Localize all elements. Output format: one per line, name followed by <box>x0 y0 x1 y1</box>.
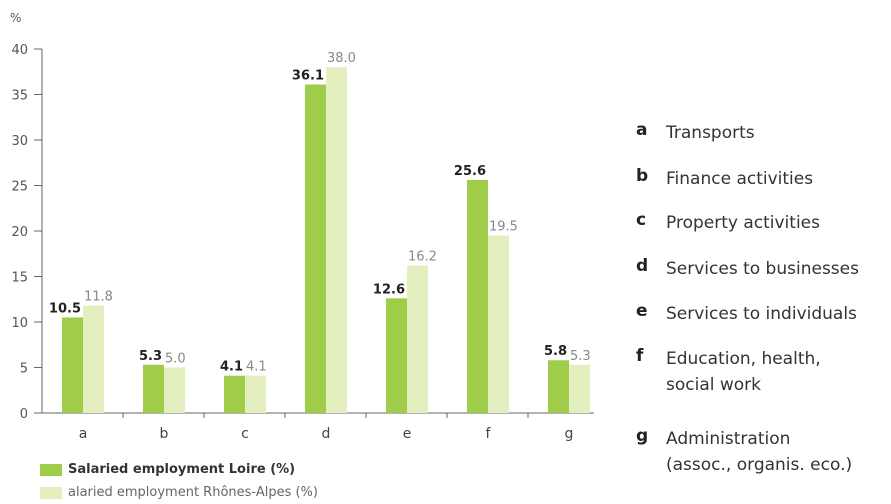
bar-rhone-alpes-b <box>164 367 185 413</box>
key-letter: g <box>636 426 649 446</box>
key-letter: e <box>636 301 648 321</box>
value-label-loire-a: 10.5 <box>49 301 81 316</box>
y-tick-label: 20 <box>11 225 28 240</box>
bar-rhone-alpes-f <box>488 235 509 413</box>
x-axis-categories: a b c d e f g <box>79 413 574 442</box>
value-label-rhone-alpes-f: 19.5 <box>489 220 518 235</box>
key-item-c: c Property activities <box>636 210 820 236</box>
value-label-rhone-alpes-c: 4.1 <box>246 360 267 375</box>
key-letter: d <box>636 256 649 276</box>
key-item-e: e Services to individuals <box>636 301 857 327</box>
key-item-g: g Administration (assoc., organis. eco.) <box>636 426 852 478</box>
key-text-line1: Administration <box>666 429 791 449</box>
value-label-rhone-alpes-e: 16.2 <box>408 250 437 265</box>
legend-label-rhone-alpes: alaried employment Rhônes-Alpes (%) <box>68 485 318 500</box>
value-label-rhone-alpes-b: 5.0 <box>165 352 186 367</box>
y-tick-label: 30 <box>11 134 28 149</box>
key-letter: f <box>636 346 644 366</box>
y-tick-label: 0 <box>20 407 28 422</box>
value-label-loire-d: 36.1 <box>292 68 324 83</box>
legend-item-rhone-alpes: alaried employment Rhônes-Alpes (%) <box>40 485 318 500</box>
key-text-line2: social work <box>666 375 762 395</box>
value-label-loire-g: 5.8 <box>544 344 567 359</box>
key-text-line1: Education, health, <box>666 349 821 369</box>
bar-rhone-alpes-g <box>569 364 590 413</box>
y-tick-label: 10 <box>11 316 28 331</box>
value-label-loire-c: 4.1 <box>220 360 243 375</box>
x-category-label-c: c <box>241 426 249 442</box>
key-text: Property activities <box>666 213 820 233</box>
key-text: Education, health, social work <box>666 346 821 398</box>
x-category-label-e: e <box>403 426 412 442</box>
bar-loire-a <box>62 317 83 413</box>
key-text-line2: (assoc., organis. eco.) <box>666 455 853 475</box>
x-category-label-b: b <box>160 426 169 442</box>
key-text: Transports <box>666 123 755 143</box>
y-axis-ticks: 0 5 10 15 20 25 30 35 40 <box>11 43 42 422</box>
bar-rhone-alpes-d <box>326 67 347 413</box>
legend-swatch-rhone-alpes <box>40 486 62 499</box>
bar-loire-g <box>548 360 569 413</box>
y-tick-label: 40 <box>11 43 28 58</box>
bar-rhone-alpes-a <box>83 305 104 413</box>
legend-label-loire: Salaried employment Loire (%) <box>68 462 296 477</box>
key-letter: c <box>636 210 647 230</box>
key-letter: b <box>636 166 649 186</box>
y-tick-label: 15 <box>11 271 28 286</box>
key-text: Services to businesses <box>666 259 859 279</box>
x-category-label-g: g <box>565 426 574 442</box>
value-label-rhone-alpes-d: 38.0 <box>327 51 356 66</box>
bar-loire-c <box>224 375 245 413</box>
value-label-loire-e: 12.6 <box>373 282 405 297</box>
x-category-label-a: a <box>79 426 88 442</box>
bar-loire-e <box>386 298 407 413</box>
y-tick-label: 25 <box>11 180 28 195</box>
bar-rhone-alpes-c <box>245 375 266 413</box>
legend-item-loire: Salaried employment Loire (%) <box>40 462 295 477</box>
key-text: Administration (assoc., organis. eco.) <box>666 426 852 478</box>
bar-rhone-alpes-e <box>407 265 428 413</box>
y-unit-label: % <box>10 11 21 25</box>
bar-loire-d <box>305 84 326 414</box>
key-text: Finance activities <box>666 169 814 189</box>
key-letter: a <box>636 120 648 140</box>
x-category-label-f: f <box>486 426 492 442</box>
key-item-a: a Transports <box>636 120 755 146</box>
key-text: Services to individuals <box>666 304 857 324</box>
bars-group: 10.511.85.3 5.04.1 4.136.138.012.616.225.6… <box>49 51 591 414</box>
key-item-f: f Education, health, social work <box>636 346 821 398</box>
y-tick-label: 35 <box>11 89 28 104</box>
key-item-d: d Services to businesses <box>636 256 859 282</box>
value-label-loire-f: 25.6 <box>454 164 486 179</box>
bar-loire-f <box>467 180 488 413</box>
x-category-label-d: d <box>322 426 331 442</box>
value-label-loire-b: 5.3 <box>139 349 162 364</box>
value-label-rhone-alpes-g: 5.3 <box>570 349 591 364</box>
bar-loire-b <box>143 364 164 413</box>
legend-swatch-loire <box>40 463 62 476</box>
value-label-rhone-alpes-a: 11.8 <box>84 290 113 305</box>
y-tick-label: 5 <box>20 362 28 377</box>
key-item-b: b Finance activities <box>636 166 813 192</box>
